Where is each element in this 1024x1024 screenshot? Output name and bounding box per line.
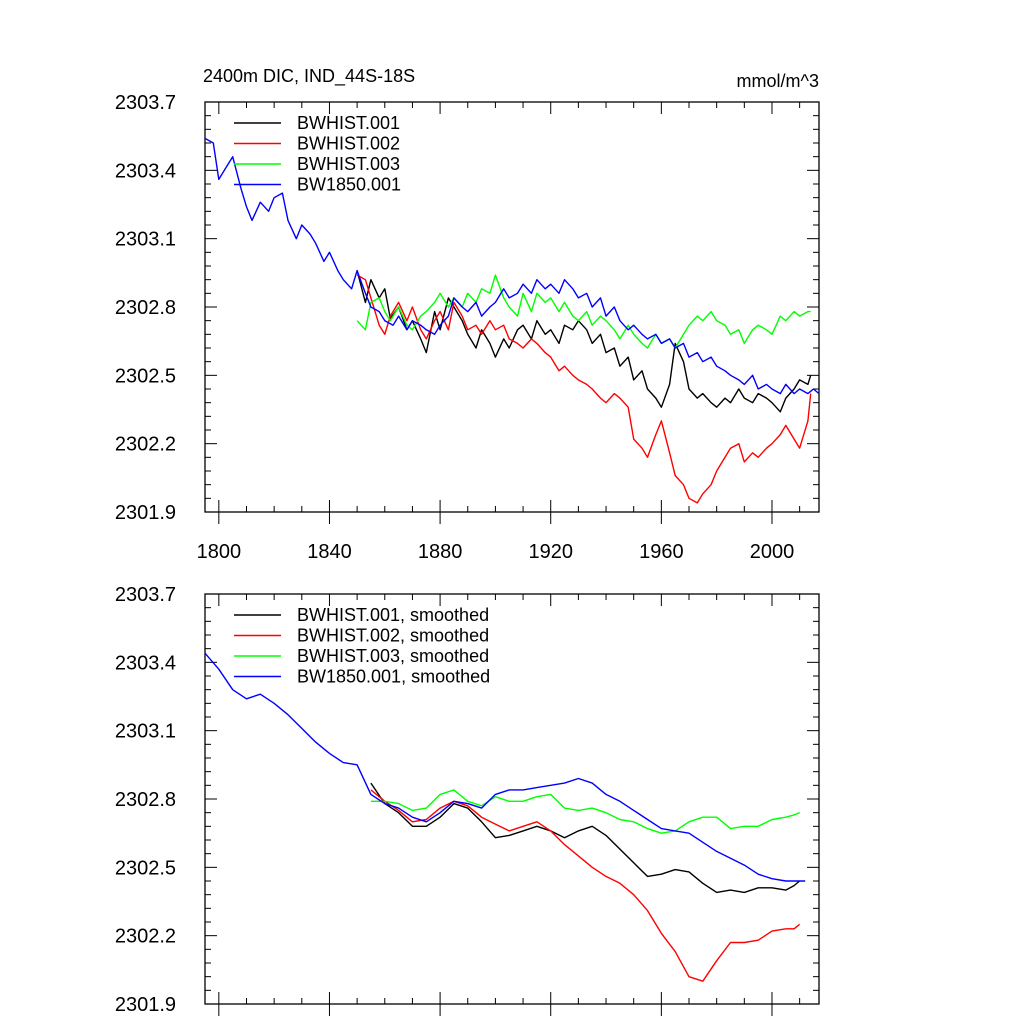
- y-tick-label: 2303.7: [115, 92, 176, 114]
- raw-series-panel: 2303.7 2303.4 2303.1 2302.8 2302.5 2302.2 2301…: [115, 92, 820, 563]
- x-tick-label: 1880: [418, 541, 463, 563]
- y-tick-label: 2302.5: [115, 857, 176, 879]
- y-tick-label: 2303.4: [115, 160, 176, 182]
- series-line-3: [356, 274, 811, 349]
- y-tick-label: 2301.9: [115, 994, 176, 1016]
- y-tick-label: 2302.8: [115, 297, 176, 319]
- y-tick-label: 2302.5: [115, 365, 176, 387]
- legend-label: BW1850.001: [297, 175, 401, 195]
- x-tick-label: 1960: [639, 541, 684, 563]
- legend-label: BW1850.001, smoothed: [297, 667, 490, 687]
- chart-title: 2400m DIC, IND_44S-18S: [203, 66, 415, 87]
- series-line-3: [370, 789, 800, 834]
- x-tick-label: 2000: [750, 541, 795, 563]
- y-tick-label: 2303.1: [115, 721, 176, 743]
- y-tick-label: 2303.4: [115, 652, 176, 674]
- legend-label: BWHIST.002, smoothed: [297, 626, 489, 646]
- legend-label: BWHIST.002: [297, 134, 400, 154]
- legend-label: BWHIST.003, smoothed: [297, 646, 489, 666]
- units-label: mmol/m^3: [737, 71, 819, 91]
- x-tick-label: 1800: [197, 541, 242, 563]
- y-tick-label: 2302.8: [115, 789, 176, 811]
- series-line-2: [356, 274, 812, 504]
- y-tick-label: 2302.2: [115, 434, 176, 456]
- series-line-1: [356, 270, 812, 413]
- series-line-2: [370, 789, 801, 982]
- y-tick-label: 2303.1: [115, 229, 176, 251]
- series-line-1: [370, 782, 801, 894]
- series-line-4: [204, 652, 806, 882]
- y-tick-label: 2301.9: [115, 502, 176, 524]
- series-line-4: [204, 137, 820, 395]
- x-tick-label: 1920: [528, 541, 573, 563]
- legend-label: BWHIST.003: [297, 154, 400, 174]
- x-tick-label: 1840: [307, 541, 352, 563]
- legend-label: BWHIST.001, smoothed: [297, 605, 489, 625]
- y-tick-label: 2303.7: [115, 584, 176, 606]
- smoothed-series-panel: 2303.7 2303.4 2303.1 2302.8 2302.5 2302.2 2301…: [115, 584, 820, 1016]
- y-tick-label: 2302.2: [115, 926, 176, 948]
- legend-label: BWHIST.001: [297, 113, 400, 133]
